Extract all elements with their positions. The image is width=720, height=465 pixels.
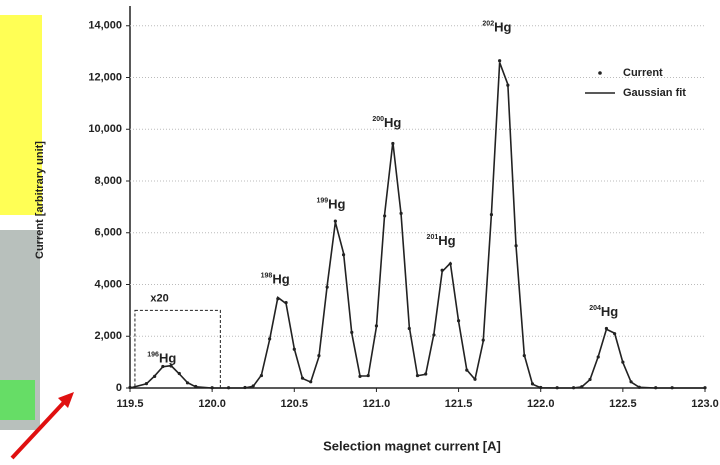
x-tick-label: 120.5 xyxy=(281,398,309,410)
cropped-panel xyxy=(0,15,42,215)
peak-label: 199Hg xyxy=(316,197,345,212)
x-tick-label: 121.5 xyxy=(445,398,473,410)
y-tick-label: 8,000 xyxy=(94,175,122,187)
cropped-image-detail xyxy=(0,380,35,420)
peak-label-mass: 196 xyxy=(147,351,159,358)
y-tick-label: 12,000 xyxy=(88,71,122,83)
y-tick-label: 10,000 xyxy=(88,123,122,135)
x-tick-label: 121.0 xyxy=(363,398,391,410)
peak-label: 198Hg xyxy=(261,272,290,287)
legend-marker xyxy=(598,71,602,75)
y-tick-label: 0 xyxy=(116,382,122,394)
peak-label-element: Hg xyxy=(601,304,618,319)
peak-label-mass: 201 xyxy=(427,234,439,241)
y-axis-label: Current [arbitrary unit] xyxy=(34,141,46,259)
x-tick-label: 122.5 xyxy=(609,398,637,410)
peak-label: 202Hg xyxy=(482,20,511,35)
peak-label-mass: 199 xyxy=(316,197,328,204)
fit-line xyxy=(129,62,705,389)
peak-label-element: Hg xyxy=(159,351,176,366)
peak-label-element: Hg xyxy=(272,272,289,287)
peak-label-element: Hg xyxy=(328,197,345,212)
x-tick-label: 119.5 xyxy=(117,398,144,410)
y-tick-label: 6,000 xyxy=(94,227,122,239)
peak-label: 200Hg xyxy=(372,116,401,131)
peak-label-mass: 198 xyxy=(261,272,273,279)
data-point xyxy=(333,219,337,223)
x-tick-label: 120.0 xyxy=(198,398,226,410)
y-tick-label: 4,000 xyxy=(94,278,122,290)
arrow xyxy=(10,396,70,460)
peak-label-element: Hg xyxy=(438,233,455,248)
y-tick-label: 2,000 xyxy=(94,330,122,342)
peak-label: 196Hg xyxy=(147,351,176,366)
peak-label-element: Hg xyxy=(384,116,401,131)
x-axis-label: Selection magnet current [A] xyxy=(323,438,501,453)
x-tick-label: 122.0 xyxy=(527,398,555,410)
peak-label-mass: 200 xyxy=(372,116,384,123)
inset-label: x20 xyxy=(150,292,168,304)
peak-label: 201Hg xyxy=(427,233,456,248)
peak-label-mass: 202 xyxy=(482,20,494,27)
peak-label: 204Hg xyxy=(589,304,618,319)
inset-box xyxy=(134,309,221,389)
x-tick-label: 123.0 xyxy=(691,398,719,410)
peak-label-mass: 204 xyxy=(589,305,601,312)
peak-label-element: Hg xyxy=(494,20,511,35)
data-point xyxy=(498,59,502,63)
arrow-head xyxy=(58,392,74,408)
legend-label: Current xyxy=(623,67,663,79)
legend-label: Gaussian fit xyxy=(623,87,686,99)
y-tick-label: 14,000 xyxy=(88,20,122,32)
